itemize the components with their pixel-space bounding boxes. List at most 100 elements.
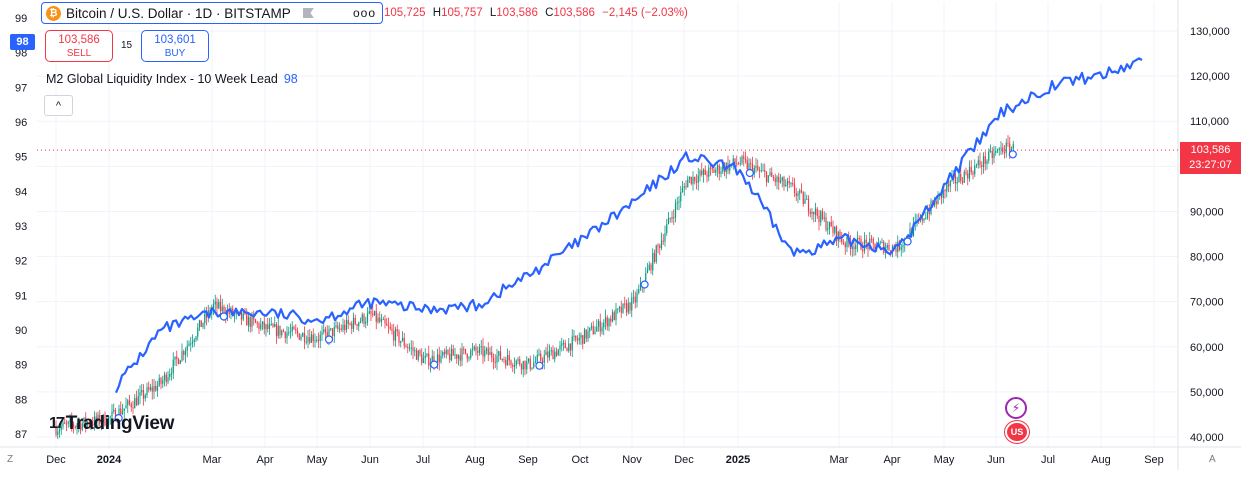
candle-body	[309, 337, 311, 343]
symbol-title[interactable]: Bitcoin / U.S. Dollar · 1D · BITSTAMP	[66, 5, 291, 21]
candle-body	[132, 407, 134, 409]
candle-body	[489, 352, 491, 356]
candle-body	[365, 321, 367, 324]
candle-body	[195, 336, 197, 340]
candle-body	[998, 148, 1000, 150]
candle-body	[575, 335, 577, 340]
candle-body	[757, 165, 759, 170]
candle-body	[618, 306, 621, 309]
candle-body	[841, 238, 843, 243]
candle-body	[902, 245, 904, 248]
us-economic-event-icon[interactable]: US	[1005, 421, 1029, 443]
candle-body	[457, 355, 460, 359]
time-axis-label: Oct	[571, 454, 588, 466]
timezone-toggle-button[interactable]: Z	[7, 454, 14, 465]
buy-button[interactable]: 103,601 BUY	[141, 30, 209, 62]
candle-body	[638, 289, 640, 294]
candle-body	[844, 243, 846, 248]
candle-body	[720, 171, 722, 174]
collapse-legend-button[interactable]: ^	[44, 95, 73, 116]
candle-body	[466, 353, 468, 359]
candle-body	[900, 247, 902, 250]
candle-body	[933, 201, 936, 206]
candle-body	[839, 231, 841, 239]
candle-body	[881, 241, 883, 243]
candle-body	[935, 201, 937, 205]
candle-body	[410, 347, 412, 349]
candle-body	[57, 431, 59, 435]
candle-body	[646, 269, 649, 274]
auto-scale-button[interactable]: A	[1209, 454, 1216, 465]
ai-insight-icon[interactable]: ⚡	[1005, 397, 1027, 419]
dividend-event-marker	[1008, 150, 1017, 159]
candle-body	[394, 329, 397, 341]
candle-body	[617, 308, 619, 310]
candle-body	[821, 211, 824, 219]
candle-body	[86, 422, 89, 425]
time-axis-label: Dec	[46, 454, 66, 466]
candle-body	[137, 396, 139, 406]
candle-body	[695, 181, 698, 183]
candle-body	[671, 217, 673, 219]
candle-body	[592, 326, 594, 335]
candle-body	[314, 340, 316, 342]
candle-body	[814, 208, 817, 215]
candle-body	[291, 326, 293, 332]
candle-body	[797, 193, 799, 196]
candle-body	[296, 330, 299, 334]
candle-body	[1002, 147, 1004, 153]
candle-body	[947, 184, 950, 187]
indicator-axis-label: 94	[15, 186, 27, 198]
candle-body	[620, 306, 622, 313]
candle-body	[380, 319, 383, 322]
candle-body	[468, 357, 470, 359]
candle-body	[923, 218, 925, 221]
candle-body	[816, 208, 818, 216]
candle-body	[169, 373, 171, 377]
time-axis-label: Aug	[465, 454, 485, 466]
candle-body	[99, 414, 101, 424]
candle-body	[683, 186, 685, 189]
more-menu-icon[interactable]: ooo	[352, 6, 376, 20]
candle-body	[940, 193, 943, 198]
candle-body	[652, 253, 654, 271]
symbol-header[interactable]: ₿ Bitcoin / U.S. Dollar · 1D · BITSTAMP …	[41, 2, 383, 24]
candle-body	[62, 422, 64, 427]
flag-icon[interactable]	[302, 8, 314, 18]
candle-body	[391, 328, 393, 331]
candle-body	[387, 325, 390, 327]
candle-body	[674, 203, 677, 218]
candle-body	[984, 156, 986, 164]
candle-body	[226, 310, 229, 317]
candle-body	[403, 337, 405, 346]
candle-body	[445, 349, 447, 355]
candle-body	[93, 416, 96, 426]
candle-body	[130, 403, 132, 408]
sell-button[interactable]: 103,586 SELL	[45, 30, 113, 62]
m2-liquidity-line	[114, 57, 1143, 394]
candle-body	[1005, 142, 1007, 153]
candle-body	[975, 164, 978, 166]
candle-body	[1012, 143, 1014, 150]
candle-body	[751, 163, 754, 175]
candle-body	[279, 325, 281, 336]
candle-body	[963, 171, 965, 183]
candle-body	[944, 189, 946, 192]
candle-body	[631, 297, 633, 311]
indicator-axis-label: 92	[15, 256, 27, 268]
candle-body	[456, 354, 458, 359]
candle-body	[568, 343, 570, 352]
candle-body	[736, 163, 738, 165]
candle-body	[485, 348, 488, 351]
candle-body	[662, 240, 664, 242]
candle-body	[760, 170, 762, 172]
tradingview-logo[interactable]: 17 TradingView	[49, 413, 174, 435]
candle-body	[767, 175, 769, 183]
candle-body	[127, 400, 129, 406]
candle-body	[585, 329, 587, 339]
candle-body	[454, 354, 456, 356]
indicator-legend[interactable]: M2 Global Liquidity Index - 10 Week Lead…	[46, 72, 298, 86]
candle-body	[401, 337, 404, 342]
candle-body	[295, 329, 297, 331]
